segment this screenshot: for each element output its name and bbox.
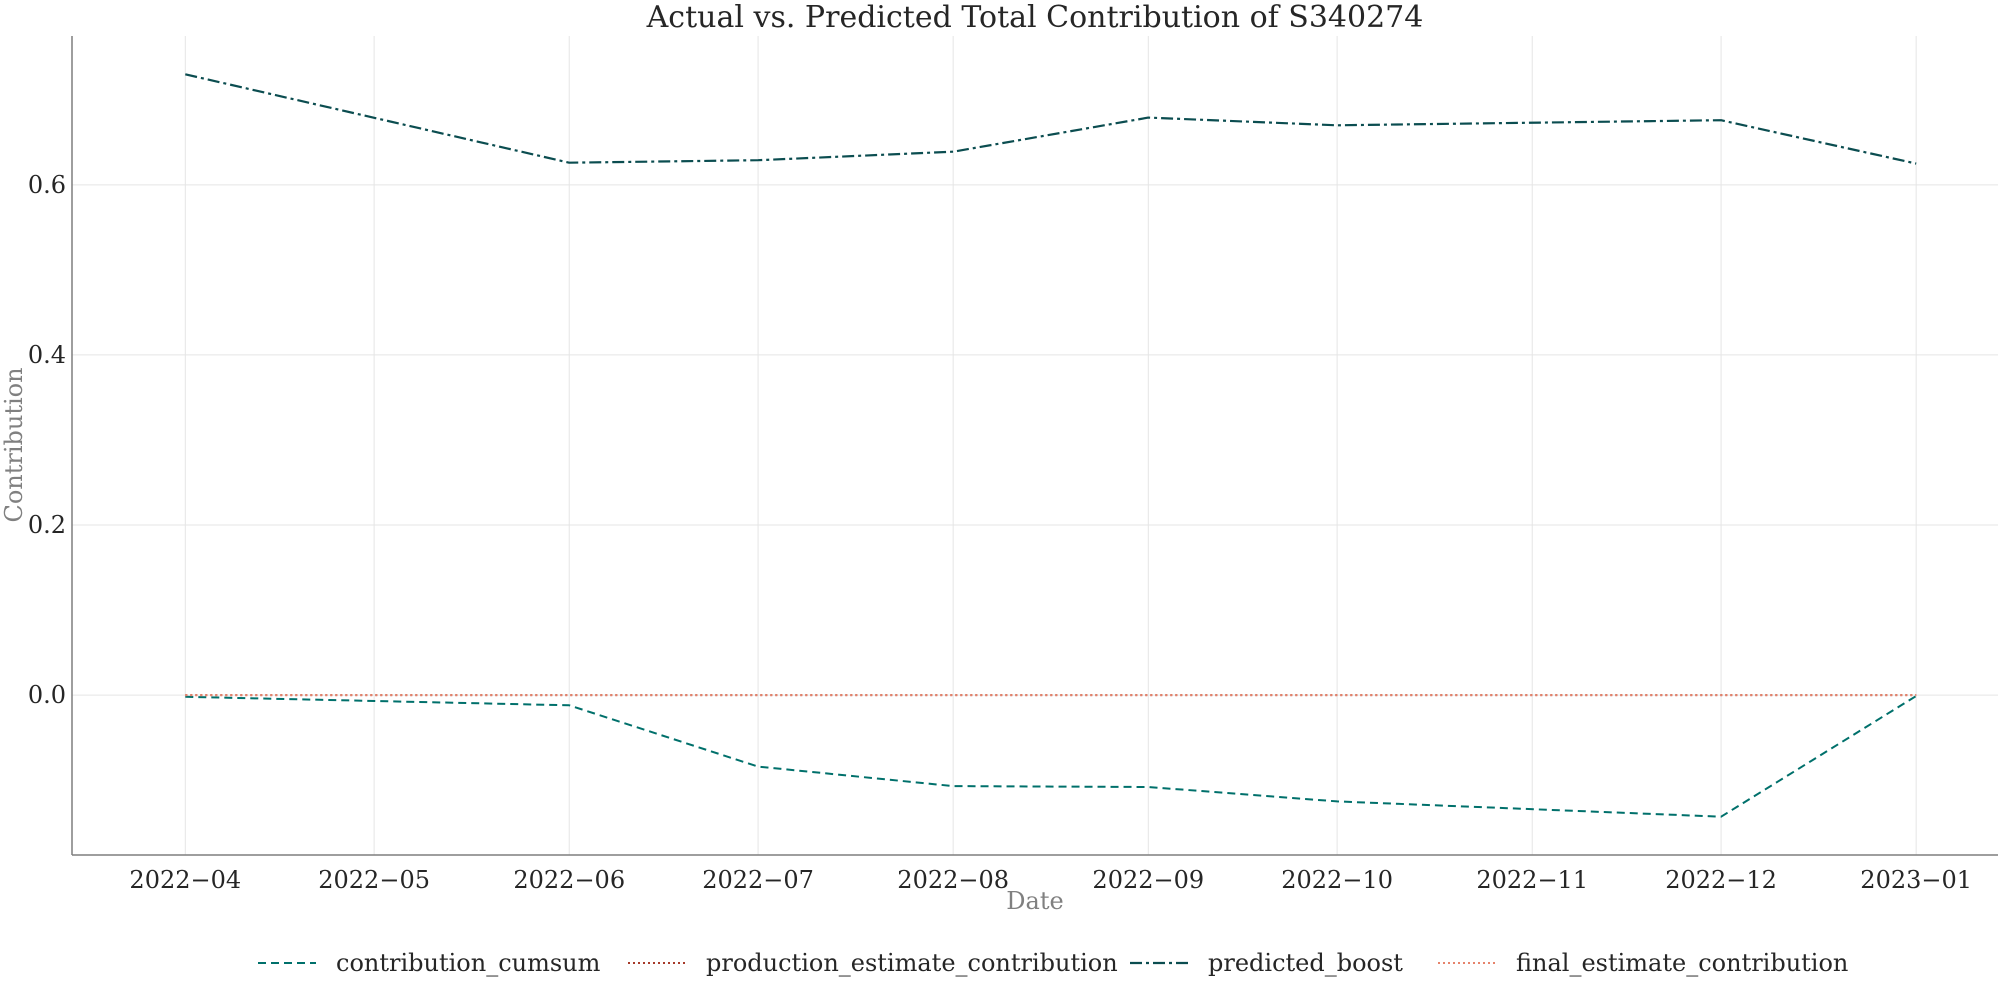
x-tick-label: 2023−01 — [1860, 866, 1972, 894]
legend-label: predicted_boost — [1208, 949, 1403, 977]
series-line-predicted-boost — [185, 73, 1917, 165]
x-tick-label: 2022−05 — [318, 866, 430, 894]
y-axis-label: Contribution — [0, 367, 28, 522]
x-tick-label: 2022−04 — [129, 866, 241, 894]
chart-title: Actual vs. Predicted Total Contribution … — [646, 0, 1424, 35]
x-tick-label: 2022−10 — [1281, 866, 1393, 894]
x-tick-label: 2022−11 — [1476, 866, 1588, 894]
axes — [71, 36, 1998, 856]
legend-label: contribution_cumsum — [336, 949, 601, 977]
legend-item: contribution_cumsum — [258, 949, 601, 977]
legend-item: final_estimate_contribution — [1438, 949, 1848, 977]
legend-item: production_estimate_contribution — [628, 949, 1118, 977]
y-tick-label: 0.2 — [28, 511, 66, 539]
x-tick-label: 2022−07 — [702, 866, 814, 894]
x-axis-label: Date — [1006, 887, 1063, 915]
x-tick-label: 2022−06 — [513, 866, 625, 894]
legend-item: predicted_boost — [1130, 949, 1403, 977]
y-tick-label: 0.0 — [28, 681, 66, 709]
series-line-contribution-cumsum — [185, 695, 1917, 818]
x-tick-label: 2022−09 — [1092, 866, 1204, 894]
series-lines — [185, 73, 1917, 818]
x-tick-label: 2022−08 — [897, 866, 1009, 894]
gridlines — [72, 36, 1998, 855]
y-tick-label: 0.6 — [28, 171, 66, 199]
legend-label: production_estimate_contribution — [706, 949, 1118, 977]
y-tick-label: 0.4 — [28, 341, 66, 369]
x-tick-label: 2022−12 — [1665, 866, 1777, 894]
legend-label: final_estimate_contribution — [1516, 949, 1848, 977]
tick-labels: 2022−04 2022−05 2022−06 2022−07 2022−08 2022−… — [28, 171, 1972, 894]
legend: contribution_cumsum production_estimate_c… — [258, 949, 1848, 977]
